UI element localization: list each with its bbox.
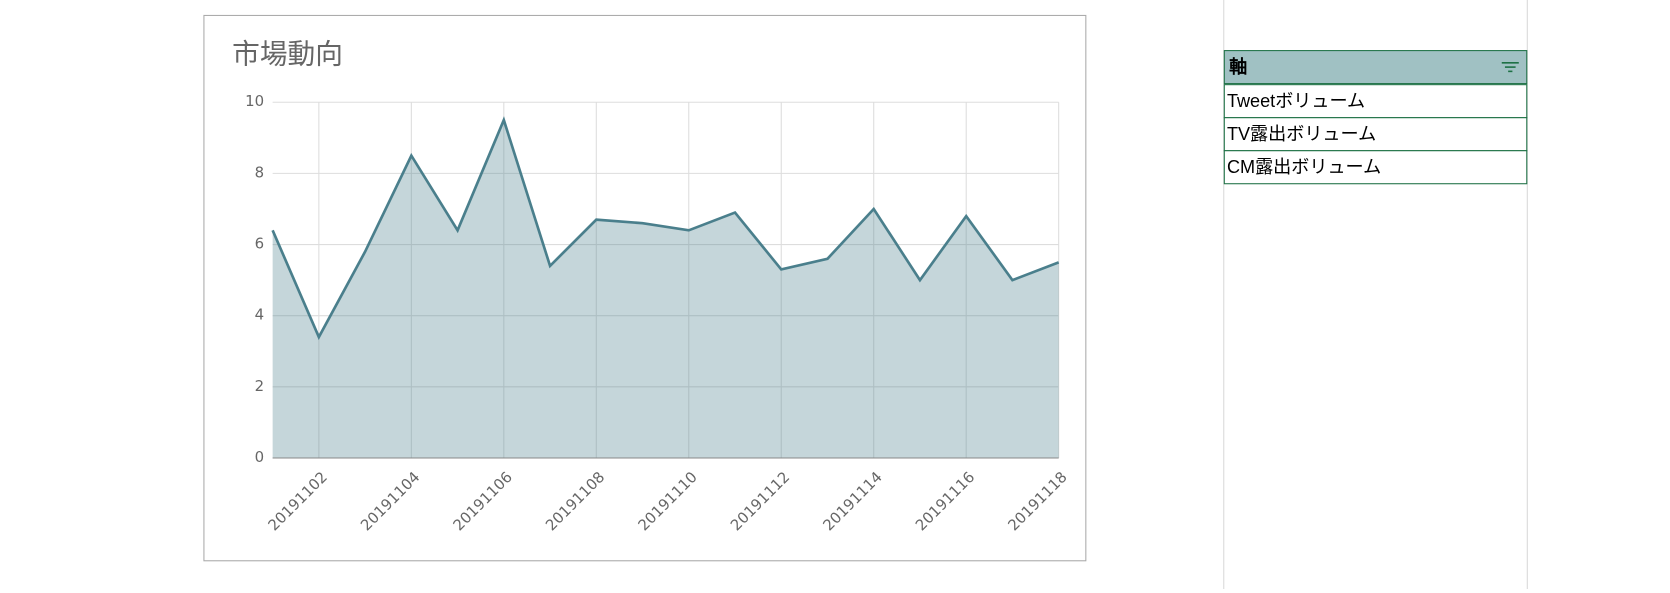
chart-frame <box>203 14 1087 562</box>
y-tick-label: 6 <box>255 235 264 253</box>
slicer-item[interactable]: CM露出ボリューム <box>1227 157 1381 177</box>
y-tick-label: 10 <box>245 92 264 110</box>
slicer-item[interactable]: TV露出ボリューム <box>1227 124 1376 144</box>
area-line <box>271 116 1060 341</box>
slicer-title: 軸 <box>1229 56 1247 77</box>
slicer-item[interactable]: Tweetボリューム <box>1227 91 1365 111</box>
y-tick-label: 8 <box>255 163 264 181</box>
chart-title: 市場動向 <box>232 37 343 70</box>
slicer-item-box[interactable] <box>1223 150 1528 185</box>
y-tick-label: 0 <box>255 448 264 466</box>
slicer: 軸 Tweetボリューム TV露出ボリューム CM露出ボリューム <box>1223 50 1528 185</box>
filter-icon[interactable] <box>1501 62 1519 73</box>
y-tick-label: 2 <box>255 377 264 395</box>
slicer-item-box[interactable] <box>1223 84 1528 119</box>
slicer-item-box[interactable] <box>1223 117 1528 152</box>
y-tick-label: 4 <box>255 306 264 324</box>
slicer-header <box>1223 50 1528 85</box>
